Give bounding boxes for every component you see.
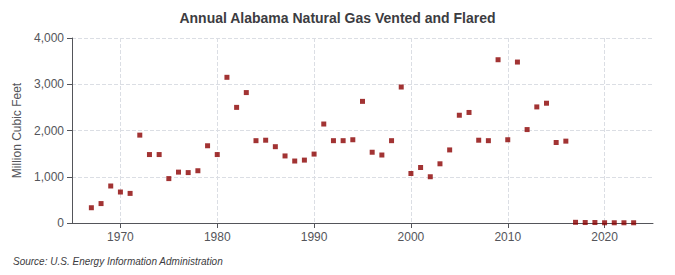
svg-text:2010: 2010 bbox=[494, 230, 521, 244]
svg-text:Million Cubic Feet: Million Cubic Feet bbox=[10, 82, 24, 178]
svg-text:2020: 2020 bbox=[591, 230, 618, 244]
svg-text:1970: 1970 bbox=[107, 230, 134, 244]
svg-text:1,000: 1,000 bbox=[34, 170, 64, 184]
svg-text:Source: U.S. Energy Informatio: Source: U.S. Energy Information Administ… bbox=[13, 256, 223, 267]
svg-text:3,000: 3,000 bbox=[34, 77, 64, 91]
svg-text:2,000: 2,000 bbox=[34, 124, 64, 138]
svg-text:Annual Alabama Natural Gas Ven: Annual Alabama Natural Gas Vented and Fl… bbox=[179, 10, 495, 26]
svg-text:1990: 1990 bbox=[301, 230, 328, 244]
svg-text:2000: 2000 bbox=[398, 230, 425, 244]
svg-text:0: 0 bbox=[57, 216, 64, 230]
svg-text:1980: 1980 bbox=[204, 230, 231, 244]
svg-text:4,000: 4,000 bbox=[34, 31, 64, 45]
